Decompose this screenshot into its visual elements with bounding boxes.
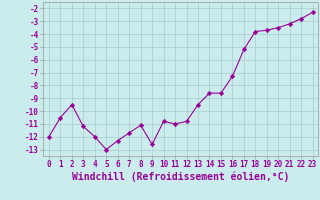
X-axis label: Windchill (Refroidissement éolien,°C): Windchill (Refroidissement éolien,°C) [72,172,290,182]
